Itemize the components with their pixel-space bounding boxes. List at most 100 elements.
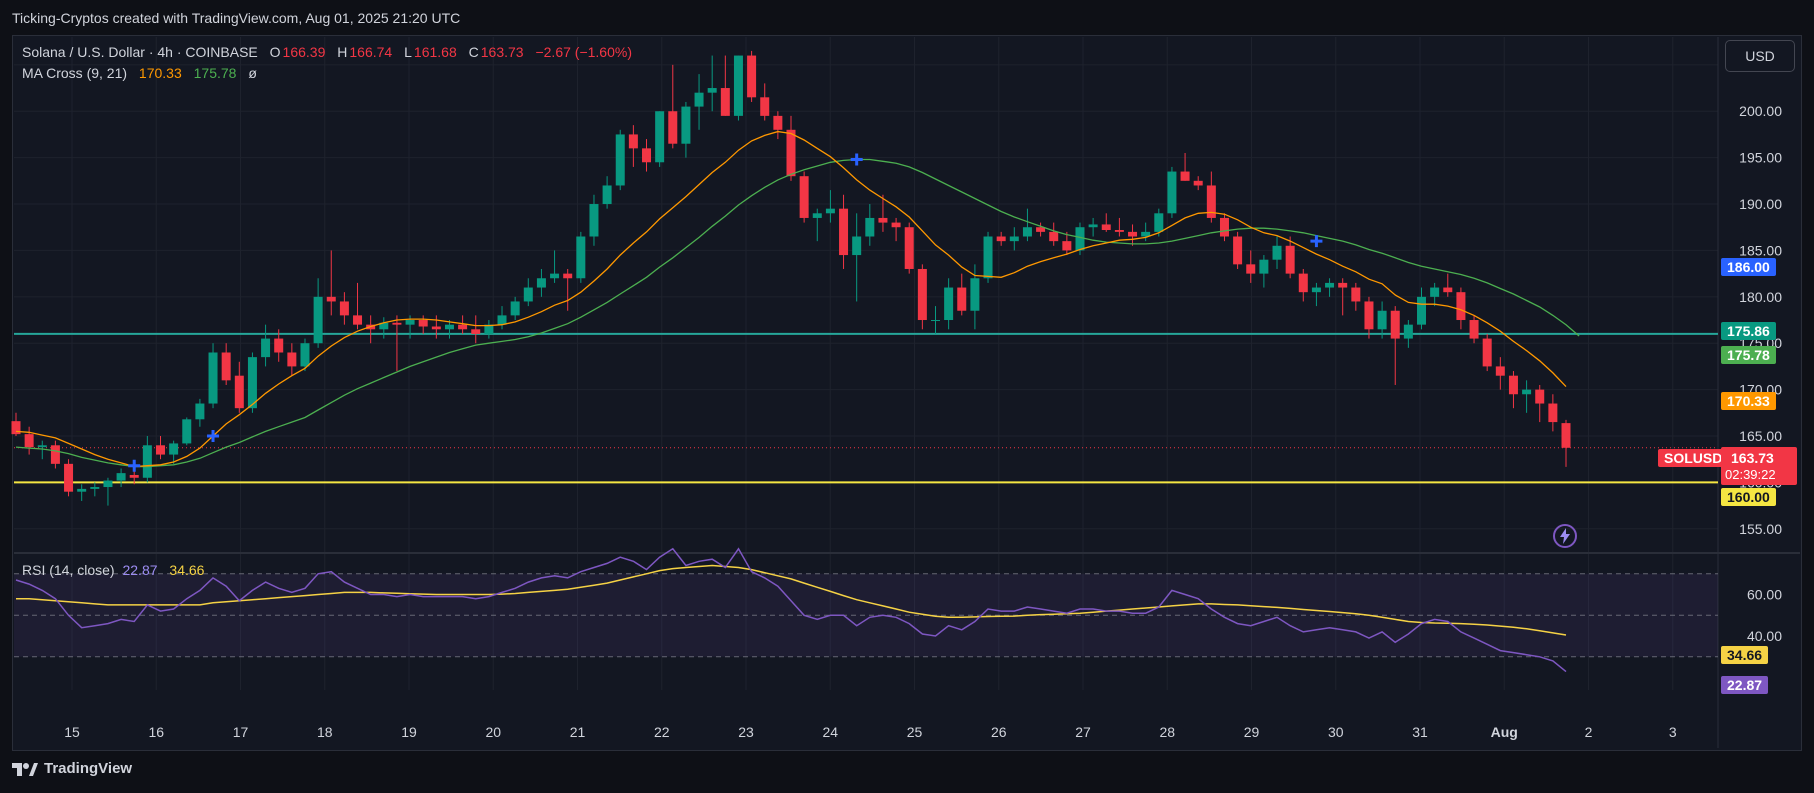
last-price: 163.73 <box>1731 450 1774 466</box>
candle <box>799 176 809 218</box>
cross-markers <box>128 153 1323 472</box>
tradingview-logo-icon <box>12 762 38 776</box>
time-tick-label: 17 <box>233 724 249 740</box>
candle <box>589 204 599 237</box>
lightning-icon[interactable] <box>1552 523 1578 549</box>
time-tick-label: 31 <box>1412 724 1428 740</box>
candle <box>1535 389 1545 404</box>
footer-bar <box>0 752 1814 793</box>
price-tag-resistance: 175.86 <box>1721 322 1776 340</box>
candle <box>24 434 34 448</box>
candle <box>1233 236 1243 265</box>
candle <box>904 227 914 269</box>
candle <box>1482 338 1492 367</box>
rsi-tick-label: 40.00 <box>1747 628 1782 644</box>
time-tick-label: 27 <box>1075 724 1091 740</box>
price-tag-ma-fast: 170.33 <box>1721 392 1776 410</box>
price-tick-label: 180.00 <box>1739 289 1782 305</box>
candle <box>142 445 152 478</box>
candle <box>944 287 954 321</box>
candle <box>418 320 428 327</box>
currency-button[interactable]: USD <box>1725 40 1795 72</box>
candle <box>1325 282 1335 288</box>
candle <box>129 474 139 478</box>
price-tick-label: 190.00 <box>1739 196 1782 212</box>
time-tick-label: 18 <box>317 724 333 740</box>
time-axis: 15 16 17 18 19 20 21 22 23 24 25 26 27 28 29 30 31 Aug 2 3 <box>64 724 1677 740</box>
candle <box>392 322 402 325</box>
candle <box>37 445 47 448</box>
candle <box>77 488 87 492</box>
time-tick-label: 26 <box>991 724 1007 740</box>
legend-open-value: 166.39 <box>282 44 326 60</box>
brand-name: TradingView <box>44 760 133 777</box>
legend-ma[interactable]: MA Cross (9, 21) 170.33 175.78 ø <box>22 65 257 81</box>
candle <box>1272 245 1282 260</box>
candle <box>116 473 126 481</box>
time-tick-label: 20 <box>485 724 501 740</box>
candle <box>891 222 901 228</box>
candle <box>720 88 730 116</box>
candle <box>839 208 849 256</box>
legend-high-value: 166.74 <box>349 44 393 60</box>
candle <box>510 301 520 316</box>
legend-close-label: C <box>468 44 479 60</box>
candle <box>668 111 678 144</box>
candle <box>1259 259 1269 274</box>
legend-close-value: 163.73 <box>480 44 524 60</box>
rsi-ma-tag: 34.66 <box>1721 646 1769 664</box>
legend-symbol: Solana / U.S. Dollar · 4h · COINBASE <box>22 44 258 60</box>
candle <box>1377 310 1387 330</box>
candle <box>1088 224 1098 228</box>
cross-marker <box>207 430 220 443</box>
candle <box>852 236 862 256</box>
candle <box>1180 171 1190 181</box>
legend-rsi[interactable]: RSI (14, close) 22.87 34.66 <box>22 562 204 578</box>
candle <box>1154 213 1164 232</box>
candle <box>11 421 21 435</box>
candle <box>812 213 822 218</box>
candle <box>1495 366 1505 376</box>
candle <box>444 324 454 330</box>
candle <box>1206 185 1216 218</box>
candle <box>208 352 218 404</box>
candle <box>563 273 573 279</box>
time-tick-label: 30 <box>1328 724 1344 740</box>
tradingview-logo[interactable]: TradingView <box>12 760 132 777</box>
candle <box>1167 171 1177 214</box>
candle <box>484 324 494 334</box>
candle <box>1456 292 1466 321</box>
candle <box>1049 231 1059 242</box>
candle <box>1443 287 1453 293</box>
price-tag-support: 160.00 <box>1721 488 1776 506</box>
time-tick-label: 2 <box>1585 724 1593 740</box>
time-tick-label: 24 <box>822 724 838 740</box>
legend-low-value: 161.68 <box>413 44 457 60</box>
candle <box>1246 264 1256 274</box>
candle <box>1403 324 1413 339</box>
candle <box>405 320 415 325</box>
candle <box>786 129 796 177</box>
candle <box>878 217 888 223</box>
candle <box>1469 320 1479 339</box>
candle <box>681 106 691 144</box>
candle <box>1219 217 1229 237</box>
candle <box>1311 287 1321 293</box>
candle <box>1009 236 1019 242</box>
price-tick-label: 200.00 <box>1739 103 1782 119</box>
candle <box>707 88 717 93</box>
candle <box>1285 245 1295 274</box>
candle <box>1193 180 1203 186</box>
candle <box>1114 230 1124 232</box>
rsi-value: 22.87 <box>122 562 158 578</box>
candle <box>970 278 980 311</box>
chart-frame[interactable] <box>12 35 1802 751</box>
time-tick-label: 29 <box>1244 724 1260 740</box>
rsi-indicator-name: RSI (14, close) <box>22 562 115 578</box>
candle <box>155 445 165 455</box>
legend-low-label: L <box>404 44 412 60</box>
candle <box>221 352 231 381</box>
rsi-line <box>15 547 1567 673</box>
candle <box>1351 287 1361 302</box>
